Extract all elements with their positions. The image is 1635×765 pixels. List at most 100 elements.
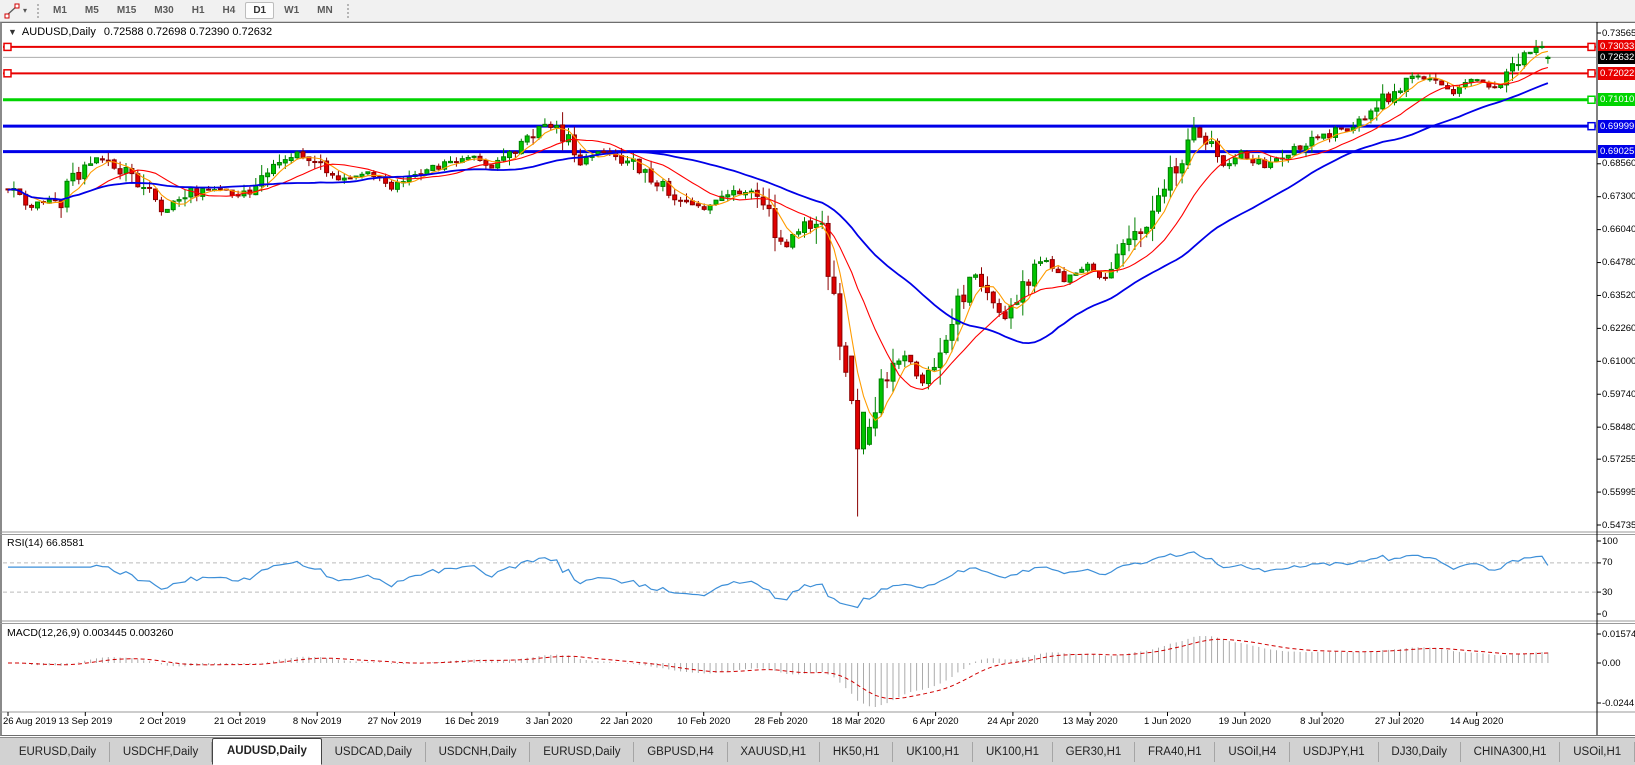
date-label-3: 21 Oct 2019 — [214, 716, 266, 727]
ma-34-line — [7, 82, 1549, 345]
horizontal-line-objects — [3, 45, 1596, 154]
timeframe-button-M1[interactable]: M1 — [53, 5, 67, 16]
timeframe-button-MN[interactable]: MN — [317, 5, 333, 16]
line-handle-0.69999[interactable] — [1587, 121, 1596, 131]
date-label-9: 10 Feb 2020 — [677, 716, 731, 727]
bottom-tab-XAUUSD-H1[interactable]: XAUUSD,H1 — [728, 742, 821, 762]
price-tick-0.57255: 0.57255 — [1602, 453, 1635, 465]
ma-5-line — [7, 50, 1549, 422]
price-tick-0.62260: 0.62260 — [1602, 322, 1635, 334]
date-label-10: 28 Feb 2020 — [754, 716, 808, 727]
price-tag-0.71010: 0.71010 — [1598, 93, 1635, 107]
date-label-2: 2 Oct 2019 — [139, 716, 186, 727]
ma-13-line — [7, 66, 1549, 390]
timeframe-button-H4[interactable]: H4 — [222, 5, 236, 16]
line-handle-0.71010[interactable] — [1587, 95, 1596, 105]
macd-indicator-label: MACD(12,26,9) 0.003445 0.003260 — [7, 627, 174, 639]
timeframe-button-D1[interactable]: D1 — [245, 2, 275, 19]
bottom-tab-AUDUSD-Daily[interactable]: AUDUSD,Daily — [212, 738, 322, 765]
price-tick-0.64780: 0.64780 — [1602, 257, 1635, 269]
bottom-tab-EURUSD-Daily[interactable]: EURUSD,Daily — [530, 742, 635, 762]
price-tick-0.55995: 0.55995 — [1602, 486, 1635, 498]
date-label-12: 6 Apr 2020 — [912, 716, 959, 727]
rsi-tick-100: 100 — [1602, 535, 1618, 547]
bottom-tab-UK100-H1[interactable]: UK100,H1 — [973, 742, 1053, 762]
crosshair-tool-icon[interactable] — [4, 3, 21, 19]
date-label-1: 13 Sep 2019 — [58, 716, 113, 727]
bottom-tab-DJ30-Daily[interactable]: DJ30,Daily — [1379, 742, 1461, 762]
toolbar-grip-end — [346, 3, 349, 18]
date-label-19: 14 Aug 2020 — [1450, 716, 1504, 727]
bottom-tab-USDCNH-Daily[interactable]: USDCNH,Daily — [426, 742, 531, 762]
price-tick-0.68560: 0.68560 — [1602, 158, 1635, 170]
price-tick-0.61000: 0.61000 — [1602, 355, 1635, 367]
line-handle-0.72022[interactable] — [1587, 69, 1596, 78]
price-tick-0.67300: 0.67300 — [1602, 191, 1635, 203]
price-tick-0.58480: 0.58480 — [1602, 421, 1635, 433]
timeframe-button-M30[interactable]: M30 — [154, 5, 174, 16]
price-tag-0.73033: 0.73033 — [1598, 40, 1635, 54]
bottom-tab-USDCHF-Daily[interactable]: USDCHF,Daily — [110, 742, 213, 762]
date-label-14: 13 May 2020 — [1062, 716, 1118, 727]
bottom-tab-UK100-H1[interactable]: UK100,H1 — [893, 742, 974, 762]
bottom-tab-EURUSD-Daily[interactable]: EURUSD,Daily — [6, 742, 110, 762]
rsi-tick-0: 0 — [1602, 608, 1608, 620]
bottom-tab-GER30-H1[interactable]: GER30,H1 — [1053, 742, 1136, 762]
price-tick-0.66040: 0.66040 — [1602, 224, 1635, 236]
bottom-tab-USOil-H1[interactable]: USOil,H1 — [1560, 742, 1635, 762]
date-label-5: 27 Nov 2019 — [367, 716, 422, 727]
price-tag-0.72022: 0.72022 — [1598, 66, 1635, 80]
price-tick-0.63520: 0.63520 — [1602, 289, 1635, 301]
rsi-tick-30: 30 — [1602, 586, 1613, 598]
toolbar-grip — [37, 3, 40, 18]
price-tick-0.59740: 0.59740 — [1602, 388, 1635, 400]
date-label-7: 3 Jan 2020 — [525, 716, 573, 727]
date-label-8: 22 Jan 2020 — [600, 716, 653, 727]
tool-dropdown-caret[interactable]: ▾ — [23, 6, 28, 15]
chart-symbol-label: AUDUSD,Daily — [21, 26, 96, 38]
bottom-tab-FRA40-H1[interactable]: FRA40,H1 — [1135, 742, 1216, 762]
line-handle-0.73033[interactable] — [1587, 42, 1596, 52]
bottom-tab-USOil-H4[interactable]: USOil,H4 — [1215, 742, 1291, 762]
timeframe-button-M15[interactable]: M15 — [116, 5, 137, 16]
date-label-11: 18 Mar 2020 — [831, 716, 885, 727]
macd-tick--0.02441: -0.02441 — [1602, 697, 1635, 709]
timeframe-button-H1[interactable]: H1 — [191, 5, 205, 16]
date-label-18: 27 Jul 2020 — [1374, 716, 1424, 727]
chart-title: ▼ AUDUSD,Daily 0.72588 0.72698 0.72390 0.7… — [8, 26, 272, 38]
bottom-tab-HK50-H1[interactable]: HK50,H1 — [820, 742, 894, 762]
rsi-line — [8, 551, 1549, 609]
macd-histogram — [13, 636, 1549, 707]
rsi-indicator-label: RSI(14) 66.8581 — [7, 537, 85, 549]
date-label-0: 26 Aug 2019 — [3, 716, 57, 727]
date-label-16: 19 Jun 2020 — [1218, 716, 1271, 727]
macd-tick-0.00: 0.00 — [1602, 657, 1621, 669]
candlestick-series — [5, 39, 1551, 517]
date-label-15: 1 Jun 2020 — [1143, 716, 1191, 727]
bottom-tab-USDCAD-Daily[interactable]: USDCAD,Daily — [322, 742, 426, 762]
macd-tick-0.01574: 0.01574 — [1602, 628, 1635, 640]
bottom-tab-CHINA300-H1[interactable]: CHINA300,H1 — [1461, 742, 1561, 762]
chart-window-frame — [0, 22, 1635, 736]
date-label-13: 24 Apr 2020 — [987, 716, 1039, 727]
price-tick-0.54735: 0.54735 — [1602, 519, 1635, 531]
date-label-17: 8 Jul 2020 — [1300, 716, 1345, 727]
bottom-tab-bar: EURUSD,Daily USDCHF,Daily AUDUSD,Daily USDC… — [0, 737, 1635, 765]
bottom-tab-GBPUSD-H4[interactable]: GBPUSD,H4 — [634, 742, 728, 762]
top-toolbar: ▾ M1 M5 M15 M30 H1 H4 D1 W1 MN — [0, 0, 1635, 22]
date-label-4: 8 Nov 2019 — [292, 716, 342, 727]
timeframe-button-M5[interactable]: M5 — [84, 5, 99, 16]
timeframe-button-W1[interactable]: W1 — [284, 5, 300, 16]
rsi-tick-70: 70 — [1602, 557, 1613, 569]
line-handle-0.72022[interactable] — [3, 69, 12, 78]
bottom-tab-USDJPY-H1[interactable]: USDJPY,H1 — [1290, 742, 1379, 762]
price-tag-0.69999: 0.69999 — [1598, 119, 1635, 133]
line-handle-0.73033[interactable] — [3, 42, 12, 52]
macd-signal-line — [8, 638, 1548, 700]
price-tick-0.73565: 0.73565 — [1602, 27, 1635, 39]
chart-ohlc-values: 0.72588 0.72698 0.72390 0.72632 — [103, 26, 273, 38]
one-click-trading-arrow[interactable]: ▼ — [8, 27, 17, 37]
price-tag-0.69025: 0.69025 — [1598, 145, 1635, 159]
